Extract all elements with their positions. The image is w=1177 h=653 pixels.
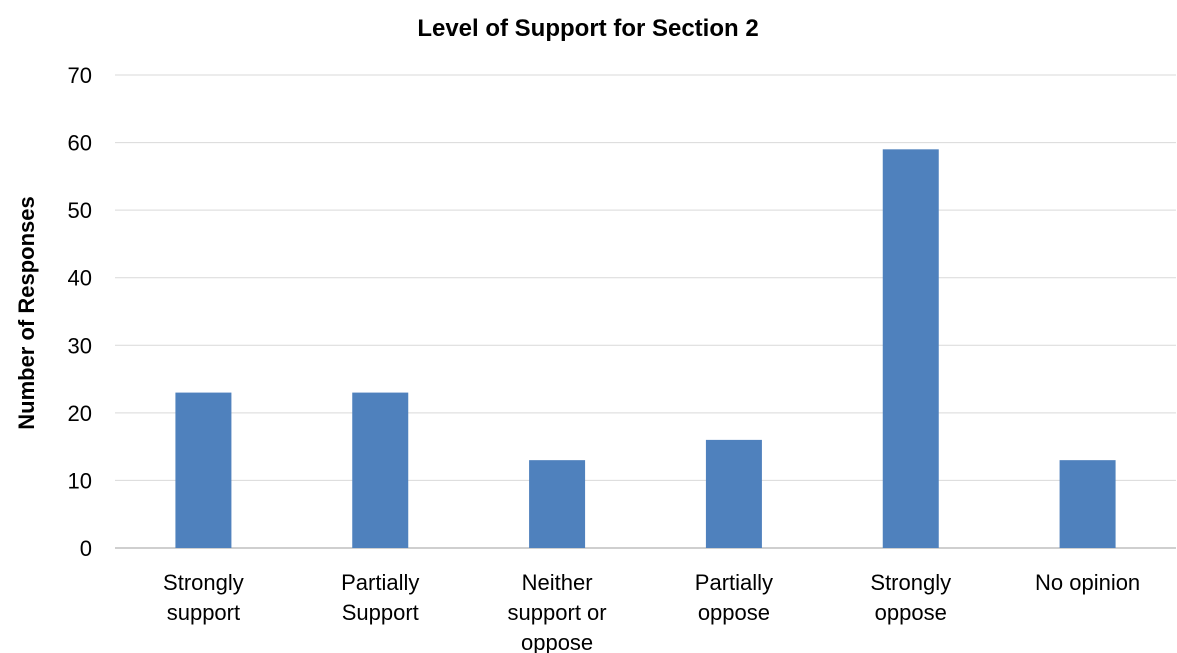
y-axis-label: Number of Responses <box>14 196 39 430</box>
x-category-label-line: oppose <box>698 600 770 625</box>
bars <box>175 149 1116 549</box>
y-tick-label: 30 <box>68 333 92 358</box>
x-axis-categories: Strongly support Partially Support Neither su… <box>163 570 1140 653</box>
x-category-label: Strongly support <box>163 570 244 625</box>
y-tick-label: 10 <box>68 468 92 493</box>
bar <box>352 392 409 548</box>
x-category-label-line: oppose <box>521 630 593 653</box>
y-axis-ticks: 0 10 20 30 40 50 60 70 <box>68 63 92 561</box>
x-category-label-line: Partially <box>695 570 773 595</box>
x-category-label-line: Strongly <box>163 570 244 595</box>
bar <box>529 460 586 548</box>
y-tick-label: 40 <box>68 266 92 291</box>
x-category-label: Partially Support <box>341 570 419 625</box>
x-category-label: Partially oppose <box>695 570 773 625</box>
x-category-label-line: Support <box>342 600 419 625</box>
bar <box>175 392 232 548</box>
x-category-label-line: Partially <box>341 570 419 595</box>
x-category-label-line: Neither <box>522 570 593 595</box>
x-category-label: No opinion <box>1035 570 1140 595</box>
x-category-label-line: support <box>167 600 240 625</box>
bar <box>1059 460 1116 548</box>
y-tick-label: 0 <box>80 536 92 561</box>
x-category-label-line: support or <box>508 600 607 625</box>
y-tick-label: 60 <box>68 131 92 156</box>
x-category-label-line: No opinion <box>1035 570 1140 595</box>
chart-title: Level of Support for Section 2 <box>417 15 758 42</box>
x-category-label: Neither support or oppose <box>508 570 607 653</box>
gridlines <box>115 74 1176 549</box>
bar <box>705 439 762 548</box>
y-tick-label: 20 <box>68 401 92 426</box>
bar <box>882 149 939 549</box>
y-tick-label: 70 <box>68 63 92 88</box>
x-category-label-line: Strongly <box>870 570 951 595</box>
x-category-label-line: oppose <box>875 600 947 625</box>
x-category-label: Strongly oppose <box>870 570 951 625</box>
y-tick-label: 50 <box>68 198 92 223</box>
